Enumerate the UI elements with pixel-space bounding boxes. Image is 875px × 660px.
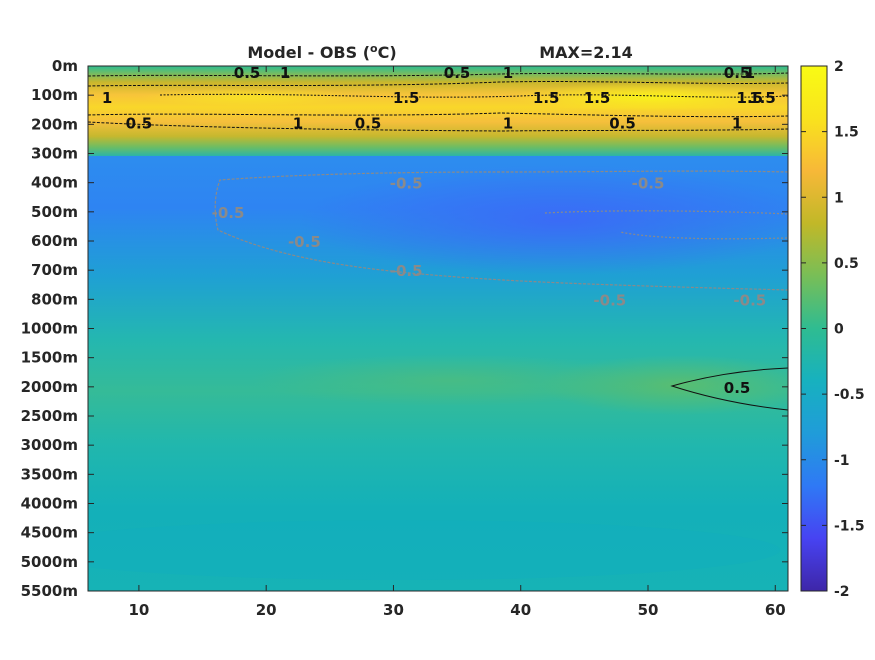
- y-tick-label: 500m: [31, 203, 78, 221]
- y-tick-label: 600m: [31, 232, 78, 250]
- y-tick-label: 400m: [31, 174, 78, 192]
- contour-label: 0.5: [724, 379, 751, 397]
- contour-label: 1: [732, 114, 742, 132]
- x-tick-label: 50: [638, 601, 659, 619]
- contour-label: 0.5: [609, 114, 636, 132]
- colorbar-ticks: 2 1.5 1 0.5 0 -0.5 -1 -1.5 -2: [801, 59, 865, 600]
- x-tick-label: 10: [128, 601, 149, 619]
- contour-label: 0.5: [126, 114, 153, 132]
- y-tick-label: 300m: [31, 145, 78, 163]
- contour-label: 0.5: [355, 114, 382, 132]
- contour-label: 0.5: [444, 64, 471, 82]
- contour-label: 0.5: [724, 64, 751, 82]
- y-tick-label: 1000m: [21, 320, 78, 338]
- contour-label: 1.5: [393, 89, 420, 107]
- contour-label: 1: [293, 114, 303, 132]
- y-tick-label: 2500m: [21, 407, 78, 425]
- contour-label: -0.5: [212, 204, 245, 222]
- y-tick-label: 5000m: [21, 553, 78, 571]
- y-tick-label: 700m: [31, 261, 78, 279]
- colorbar-tick-label: -2: [834, 584, 850, 600]
- y-tick-label: 200m: [31, 115, 78, 133]
- colorbar-tick-label: -0.5: [834, 387, 865, 403]
- contour-label: -0.5: [593, 291, 626, 309]
- contour-line-0.5-deep: [670, 367, 788, 411]
- x-tick-label: 30: [383, 601, 404, 619]
- contour-label: -0.5: [288, 233, 321, 251]
- contour-label: -0.5: [390, 175, 423, 193]
- contour-line-0.5-upper: [88, 72, 788, 77]
- contour-line-1-lower: [88, 112, 788, 118]
- contour-label: -0.5: [632, 175, 665, 193]
- colorbar-tick-label: -1: [834, 453, 850, 469]
- x-tick-label: 20: [256, 601, 277, 619]
- contour-label: 1.5: [749, 89, 776, 107]
- contour-label: 1: [102, 89, 112, 107]
- contour-label: 0.5: [234, 64, 261, 82]
- colorbar-tick-label: 1: [834, 190, 844, 206]
- contour-label: 1.5: [533, 89, 560, 107]
- contour-label: 1: [503, 64, 513, 82]
- contour-line-1-upper: [88, 81, 788, 87]
- contour-label: -0.5: [733, 291, 766, 309]
- y-axis: 0m 100m 200m 300m 400m 500m 600m 700m 800m 1000m 1…: [21, 57, 788, 600]
- y-tick-label: 4500m: [21, 524, 78, 542]
- y-tick-label: 1500m: [21, 349, 78, 367]
- x-axis: 10 20 30 40 50 60: [128, 66, 786, 619]
- contour-label: 1: [745, 64, 755, 82]
- y-tick-label: 0m: [52, 57, 78, 75]
- colorbar-tick-label: 0: [834, 322, 844, 338]
- heatmap-field: [88, 66, 788, 591]
- colorbar-tick-label: 1.5: [834, 125, 859, 141]
- contour-line-0.5-lower: [88, 121, 788, 132]
- y-tick-label: 100m: [31, 86, 78, 104]
- contour-line-minus-0.5: [214, 170, 788, 291]
- y-tick-label: 4000m: [21, 495, 78, 513]
- contour-labels: 0.5 1 0.5 1 0.511.5 1.51 1.5 1.5 1.51 1 10.5 0.5 0.5…: [102, 64, 776, 397]
- x-tick-label: 40: [510, 601, 531, 619]
- colorbar-tick-label: 0.5: [834, 256, 859, 272]
- y-tick-label: 3000m: [21, 436, 78, 454]
- y-tick-label: 5500m: [21, 582, 78, 600]
- y-tick-label: 800m: [31, 290, 78, 308]
- x-tick-label: 60: [765, 601, 786, 619]
- colorbar-tick-label: 2: [834, 59, 844, 75]
- contour-line-1.5: [159, 93, 788, 98]
- contour-label: 1.5: [737, 89, 764, 107]
- y-tick-label: 3500m: [21, 465, 78, 483]
- contour-label: 1: [503, 114, 513, 132]
- contour-label: 1: [280, 64, 290, 82]
- contour-label: 1.5: [584, 89, 611, 107]
- y-tick-label: 2000m: [21, 378, 78, 396]
- contour-label: -0.5: [390, 262, 423, 280]
- max-value-label: MAX=2.14: [539, 43, 633, 62]
- colorbar-tick-label: -1.5: [834, 518, 865, 534]
- chart-title: Model - OBS (oC): [247, 42, 396, 62]
